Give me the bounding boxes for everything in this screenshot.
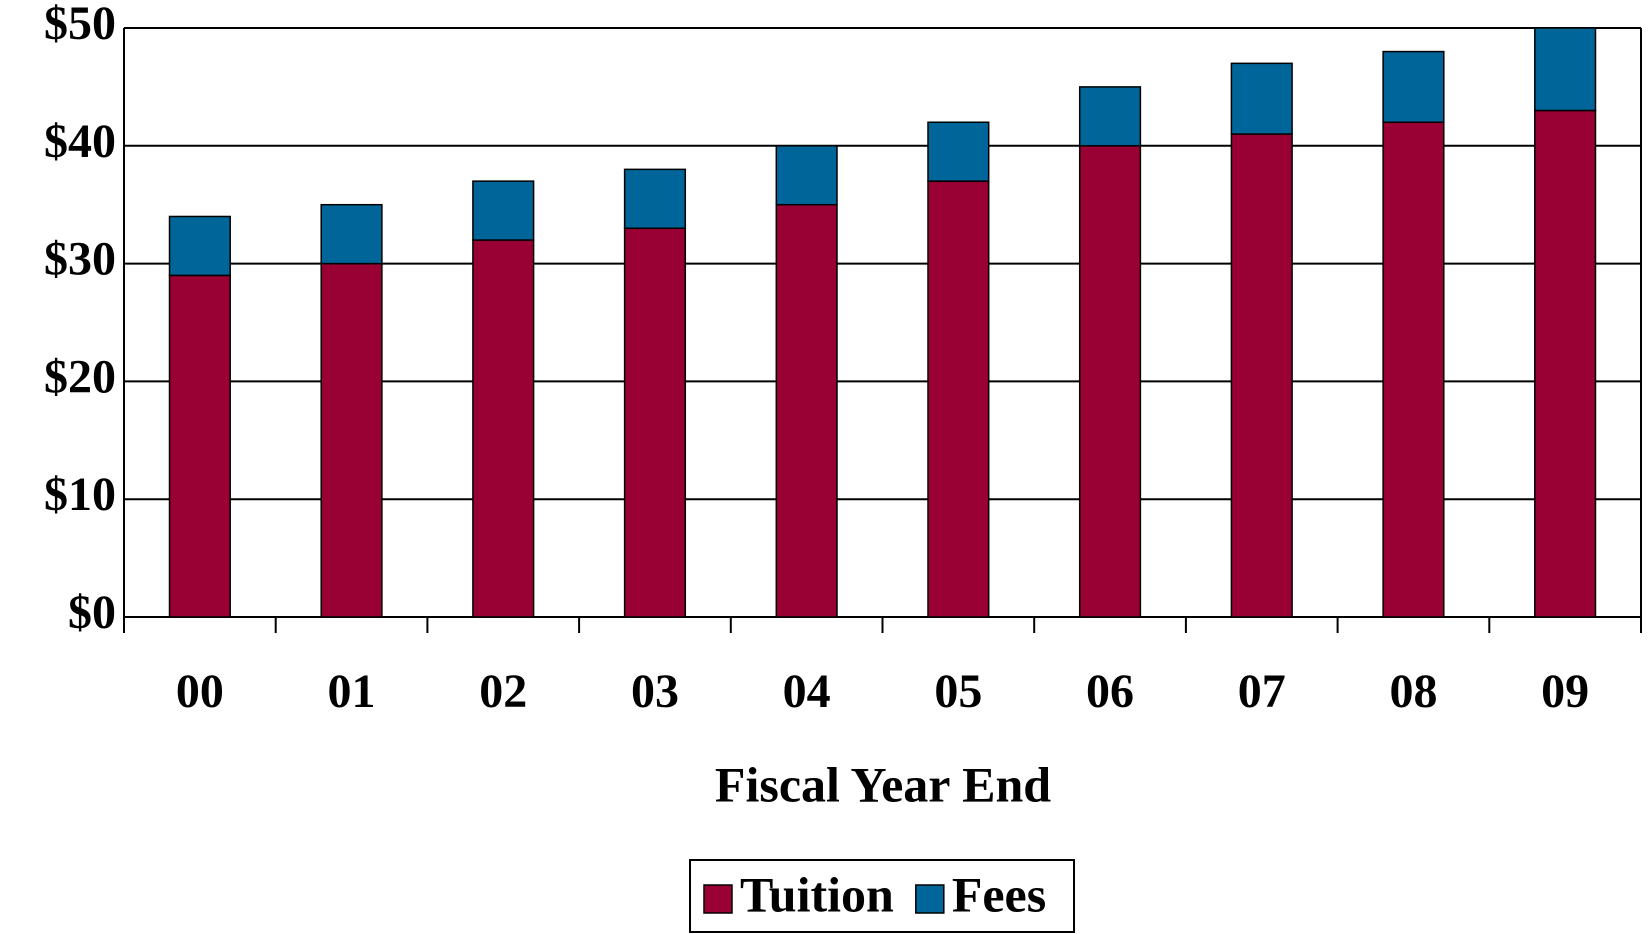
- bar-segment: [320, 203, 383, 265]
- y-tick-label: $40: [44, 115, 116, 168]
- legend-swatch: [703, 884, 733, 914]
- x-tick-label: 04: [783, 665, 831, 718]
- legend-box: [689, 859, 1075, 933]
- bar-segment: [1382, 50, 1445, 123]
- x-tick-label: 05: [934, 665, 982, 718]
- bar-segment: [927, 180, 990, 618]
- bar-segment: [1078, 145, 1142, 618]
- bar-segment: [623, 227, 687, 618]
- y-tick-label: $30: [44, 233, 116, 286]
- bar-segment: [1534, 27, 1597, 112]
- bar-segment: [168, 274, 231, 618]
- x-tick-label: 02: [479, 665, 527, 718]
- bar-segment: [623, 168, 687, 230]
- bar-segment: [1230, 133, 1293, 618]
- legend-label: Tuition: [740, 866, 894, 922]
- legend-swatch: [915, 884, 945, 914]
- y-tick-label: $0: [68, 586, 116, 639]
- bar-segment: [1382, 121, 1445, 618]
- y-tick-label: $50: [44, 0, 116, 50]
- x-tick-label: 07: [1238, 665, 1286, 718]
- bar-segment: [320, 262, 383, 618]
- bar-segment: [775, 203, 838, 618]
- x-tick-label: 09: [1541, 665, 1589, 718]
- bar-segment: [1534, 109, 1597, 618]
- bar-segment: [1078, 86, 1142, 147]
- bar-segment: [472, 180, 535, 241]
- x-axis-label: Fiscal Year End: [715, 756, 1051, 812]
- x-tick-label: 06: [1086, 665, 1134, 718]
- bar-segment: [927, 121, 990, 182]
- x-tick-label: 01: [328, 665, 376, 718]
- x-tick-label: 03: [631, 665, 679, 718]
- y-tick-label: $20: [44, 350, 116, 403]
- bar-segment: [1230, 62, 1293, 135]
- x-tick-label: 00: [176, 665, 224, 718]
- x-tick-label: 08: [1389, 665, 1437, 718]
- bar-segment: [775, 145, 838, 206]
- y-tick-label: $10: [44, 468, 116, 521]
- bar-segment: [472, 239, 535, 618]
- bar-segment: [168, 215, 231, 277]
- legend-label: Fees: [952, 866, 1046, 922]
